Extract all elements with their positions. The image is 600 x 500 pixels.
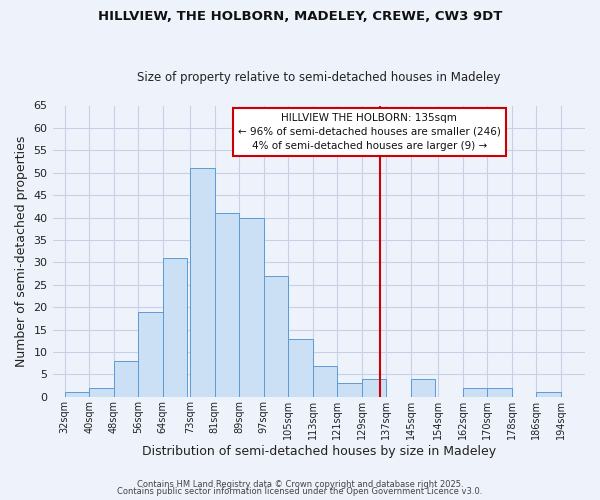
Bar — [190, 168, 215, 397]
Bar — [410, 379, 435, 397]
Bar — [239, 218, 263, 397]
Bar — [337, 384, 362, 397]
Bar — [263, 276, 288, 397]
Bar — [536, 392, 560, 397]
Bar — [215, 213, 239, 397]
X-axis label: Distribution of semi-detached houses by size in Madeley: Distribution of semi-detached houses by … — [142, 444, 496, 458]
Bar — [313, 366, 337, 397]
Bar — [463, 388, 487, 397]
Title: Size of property relative to semi-detached houses in Madeley: Size of property relative to semi-detach… — [137, 70, 500, 84]
Bar — [362, 379, 386, 397]
Bar — [163, 258, 187, 397]
Y-axis label: Number of semi-detached properties: Number of semi-detached properties — [15, 136, 28, 367]
Text: HILLVIEW, THE HOLBORN, MADELEY, CREWE, CW3 9DT: HILLVIEW, THE HOLBORN, MADELEY, CREWE, C… — [98, 10, 502, 23]
Bar — [138, 312, 163, 397]
Text: Contains HM Land Registry data © Crown copyright and database right 2025.: Contains HM Land Registry data © Crown c… — [137, 480, 463, 489]
Bar — [65, 392, 89, 397]
Bar — [89, 388, 114, 397]
Text: HILLVIEW THE HOLBORN: 135sqm
← 96% of semi-detached houses are smaller (246)
4% : HILLVIEW THE HOLBORN: 135sqm ← 96% of se… — [238, 113, 501, 151]
Bar — [114, 361, 138, 397]
Text: Contains public sector information licensed under the Open Government Licence v3: Contains public sector information licen… — [118, 487, 482, 496]
Bar — [487, 388, 512, 397]
Bar — [288, 338, 313, 397]
